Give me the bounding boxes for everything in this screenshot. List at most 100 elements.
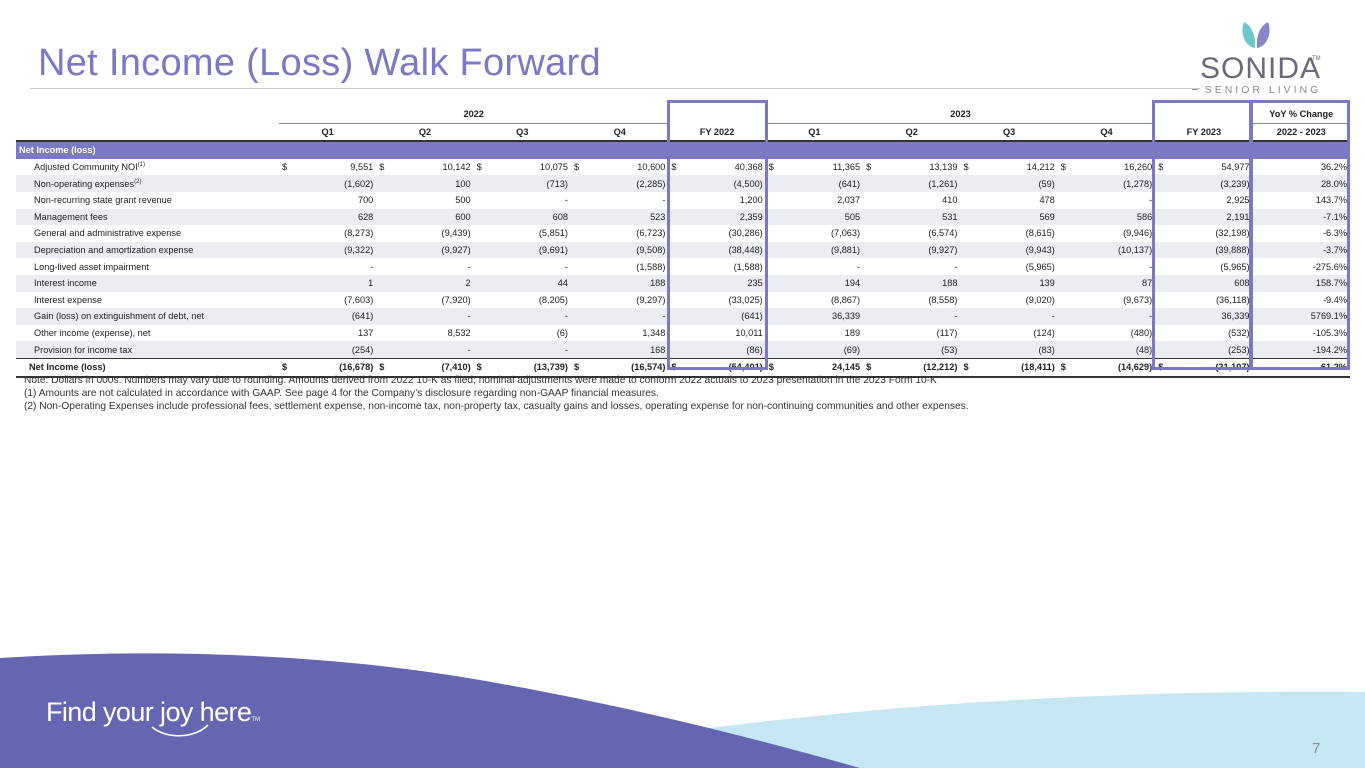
value-cell: 9,551 [350,162,374,173]
value-cell: (532) [1228,328,1250,339]
currency-cell [765,208,776,226]
currency-cell [570,208,582,226]
table-row: Adjusted Community NOI(1) $9,551 $10,142 $1… [16,159,1350,176]
value-cell: 189 [844,328,861,339]
value-cell: (254) [288,341,377,359]
currency-cell [376,325,386,342]
col-header: Q3 [960,123,1058,143]
currency-cell [960,341,971,359]
table-row: Interest expense (7,603) (7,920) (8,205) (9,… [16,292,1350,309]
currency-cell [863,308,874,325]
table-row: Provision for income tax (254) - -168 (86) (6… [16,341,1350,359]
yoy-cell: 61.2% [1252,357,1350,378]
col-header: 2022 - 2023 [1252,123,1350,143]
value-cell: (8,273) [344,228,374,239]
value-cell: (9,946) [1123,228,1153,239]
currency-cell: $ [671,162,677,173]
value-cell: - [857,261,861,272]
row-label-text: Management fees [34,211,108,222]
value-cell: (6,574) [928,228,958,239]
currency-cell [278,308,289,325]
currency-cell [1155,325,1165,342]
value-cell: - [386,341,474,359]
value-cell: (6) [556,328,568,339]
row-label: General and administrative expense [16,225,279,242]
value-cell: (18,411) [970,357,1058,378]
value-cell: - [370,261,374,272]
table-row: Long-lived asset impairment - - - (1,588) (1,… [16,258,1350,275]
value-cell: 188 [873,274,961,292]
value-cell: (8,205) [538,294,568,305]
title-divider [30,88,1200,89]
currency-cell [960,325,970,342]
currency-cell [668,208,679,226]
value-cell: 137 [357,328,374,339]
currency-cell [473,175,484,192]
table-row: Gain (loss) on extinguishment of debt, n… [16,308,1350,325]
value-cell: (48) [1067,341,1156,359]
currency-cell [1155,175,1166,192]
currency-cell [765,175,776,192]
value-cell: 2,359 [678,208,766,226]
value-cell: 531 [873,208,961,226]
row-label: Non-operating expenses(2) [16,175,279,192]
logo-tagline: SENIOR LIVING [1204,84,1322,96]
note-line: Note: Dollars in 000s. Numbers may vary … [24,375,937,386]
currency-cell [1057,341,1068,359]
value-cell: 139 [970,274,1058,292]
currency-cell [279,258,289,275]
yoy-cell: -275.6% [1312,261,1347,272]
currency-cell: $ [963,162,969,173]
logo-leaf-icon [1238,18,1274,55]
currency-cell: $ [476,162,482,173]
value-cell: - [581,308,669,325]
currency-cell [278,208,289,226]
currency-cell: $ [1057,357,1068,378]
value-cell: (86) [678,341,766,359]
currency-cell [570,341,582,359]
currency-cell [960,274,971,292]
footnotes: Note: Dollars in 000s. Numbers may vary … [24,374,969,414]
value-cell: (36,118) [1216,294,1250,305]
note-line: (2) Non-Operating Expenses include profe… [24,401,969,413]
value-cell: (8,615) [1025,228,1055,239]
yoy-cell: 28.0% [1252,175,1350,192]
currency-cell [1155,308,1166,325]
currency-cell [668,292,678,309]
value-cell: 700 [357,195,374,206]
currency-cell [376,175,387,192]
value-cell: 478 [1039,195,1055,206]
currency-cell [570,175,582,192]
currency-cell [376,308,387,325]
value-cell: (9,927) [873,241,961,259]
currency-cell [1057,175,1068,192]
value-cell: (8,558) [928,294,958,305]
col-header: Q3 [473,123,571,143]
currency-cell [474,192,484,209]
value-cell: - [1149,195,1153,206]
value-cell: 2,191 [1165,208,1253,226]
table-row: Depreciation and amortization expense (9,… [16,241,1350,259]
currency-cell [863,225,873,242]
value-cell: (5,965) [1220,261,1250,272]
currency-cell [473,241,484,259]
currency-cell [571,225,581,242]
currency-cell [279,192,289,209]
value-cell: - [467,261,471,272]
currency-cell [278,274,289,292]
value-cell: 10,600 [637,162,666,173]
currency-cell [1058,258,1068,275]
value-cell: (7,603) [344,294,374,305]
value-cell: 600 [386,208,474,226]
currency-cell [278,341,289,359]
value-cell: (16,574) [581,357,669,378]
yoy-cell: -9.4% [1322,294,1347,305]
currency-cell [863,274,874,292]
value-cell: (5,851) [538,228,568,239]
currency-cell [1058,225,1068,242]
currency-cell [1058,325,1068,342]
currency-cell: $ [960,357,971,378]
value-cell: 1 [288,274,377,292]
currency-cell [1058,192,1068,209]
currency-cell [376,341,387,359]
